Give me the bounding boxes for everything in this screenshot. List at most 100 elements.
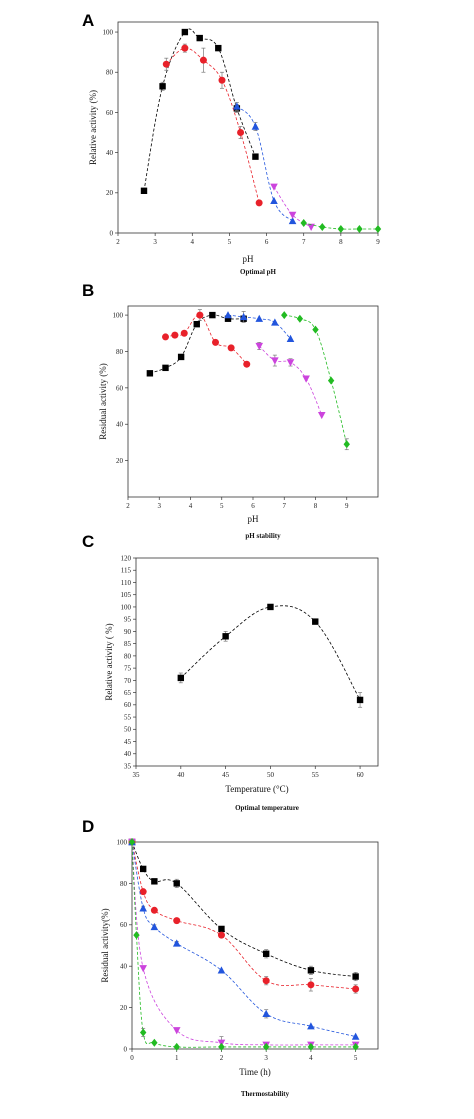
data-point: [215, 44, 222, 52]
data-point: [356, 696, 364, 704]
y-tick-label: 55: [124, 713, 132, 721]
data-point: [173, 880, 180, 887]
x-tick-label: 45: [222, 771, 230, 779]
data-series: [270, 183, 315, 231]
data-point: [262, 1009, 270, 1018]
data-point: [286, 334, 295, 342]
data-point: [151, 878, 158, 885]
panel-letter-d: D: [82, 817, 94, 836]
y-tick-label: 85: [124, 640, 132, 648]
data-point: [139, 965, 147, 973]
data-point: [133, 931, 140, 940]
panel-caption: Thermostability: [241, 1090, 290, 1098]
panel-d: D 0 1 2 3 4 5 0 20 40 60 80 100 Time (h) Residual acti…: [82, 817, 379, 1098]
y-tick-label: 100: [121, 603, 132, 611]
data-point: [139, 1028, 147, 1037]
x-tick-label: 0: [130, 1054, 134, 1062]
y-tick-label: 40: [120, 963, 128, 971]
data-point: [262, 1042, 270, 1051]
y-tick-label: 40: [116, 421, 124, 429]
data-point: [233, 102, 241, 110]
data-series: [162, 309, 251, 368]
y-axis-label: Residual activity(%): [100, 908, 110, 982]
data-series: [128, 838, 359, 1051]
data-point: [196, 34, 203, 42]
y-tick-label: 0: [124, 1045, 128, 1053]
x-tick-label: 6: [251, 502, 255, 510]
data-point: [196, 311, 204, 319]
panel-letter-c: C: [82, 532, 94, 551]
x-tick-label: 35: [133, 771, 141, 779]
x-tick-label: 3: [264, 1054, 268, 1062]
plot-frame: [131, 841, 379, 1050]
data-point: [352, 973, 359, 980]
data-point: [146, 370, 154, 377]
x-tick-label: 4: [191, 238, 195, 246]
data-point: [224, 311, 232, 319]
y-tick-label: 80: [120, 880, 128, 888]
data-series: [162, 43, 263, 207]
x-tick-label: 8: [339, 238, 343, 246]
y-axis-label: Relative activity ( %): [104, 623, 114, 700]
data-point: [128, 838, 136, 846]
data-point: [243, 360, 251, 368]
data-point: [300, 218, 307, 227]
data-point: [173, 1042, 180, 1051]
data-point: [172, 1027, 181, 1035]
y-tick-label: 40: [106, 149, 114, 157]
data-point: [288, 216, 297, 225]
panel-caption: pH stability: [245, 532, 281, 540]
data-point: [217, 966, 226, 974]
data-point: [296, 314, 304, 323]
data-series: [177, 603, 364, 708]
data-point: [255, 314, 264, 322]
y-axis-label: Relative activity (%): [88, 90, 98, 165]
data-point: [139, 888, 147, 896]
data-point: [351, 1032, 360, 1040]
data-point: [312, 325, 319, 334]
x-tick-label: 40: [177, 771, 185, 779]
x-tick-label: 4: [309, 1054, 313, 1062]
data-point: [271, 318, 279, 326]
x-tick-label: 6: [265, 238, 269, 246]
x-tick-label: 1: [175, 1054, 179, 1062]
data-point: [281, 311, 288, 320]
data-point: [307, 1022, 315, 1030]
y-tick-label: 110: [121, 579, 132, 587]
x-tick-label: 7: [283, 502, 287, 510]
y-tick-label: 80: [116, 348, 124, 356]
panel-c: C 35 40 45 50 55 60 35 40 45 50 55 60 65 70 75 80 85 90 95 1…: [82, 532, 379, 812]
data-point: [312, 618, 319, 625]
data-point: [172, 939, 181, 947]
x-axis-label: Time (h): [239, 1067, 270, 1077]
data-point: [374, 224, 382, 233]
data-point: [212, 338, 219, 346]
panel-caption: Optimal temperature: [235, 804, 299, 812]
data-point: [343, 440, 350, 449]
data-series: [224, 311, 295, 342]
x-tick-label: 2: [116, 238, 120, 246]
data-point: [307, 223, 315, 231]
panel-b: B 2 3 4 5 6 7 8 9 20 40 60 80 100 pH Residual activity …: [82, 281, 379, 540]
data-point: [162, 333, 169, 341]
y-tick-label: 45: [124, 738, 132, 746]
x-tick-label: 9: [345, 502, 349, 510]
y-tick-label: 20: [120, 1004, 128, 1012]
data-point: [237, 129, 245, 137]
y-tick-label: 0: [110, 229, 114, 237]
y-tick-label: 60: [120, 921, 128, 929]
data-point: [177, 674, 185, 682]
x-tick-label: 60: [357, 771, 365, 779]
y-axis-label: Residual activity (%): [98, 363, 108, 439]
y-tick-label: 115: [121, 567, 132, 575]
x-tick-label: 5: [354, 1054, 358, 1062]
y-tick-label: 40: [124, 750, 132, 758]
data-point: [327, 376, 335, 385]
data-point: [140, 187, 148, 194]
data-point: [162, 60, 170, 68]
data-point: [307, 967, 315, 974]
y-tick-label: 70: [124, 677, 132, 685]
data-point: [319, 222, 326, 231]
data-point: [151, 1038, 158, 1047]
data-point: [356, 224, 363, 233]
